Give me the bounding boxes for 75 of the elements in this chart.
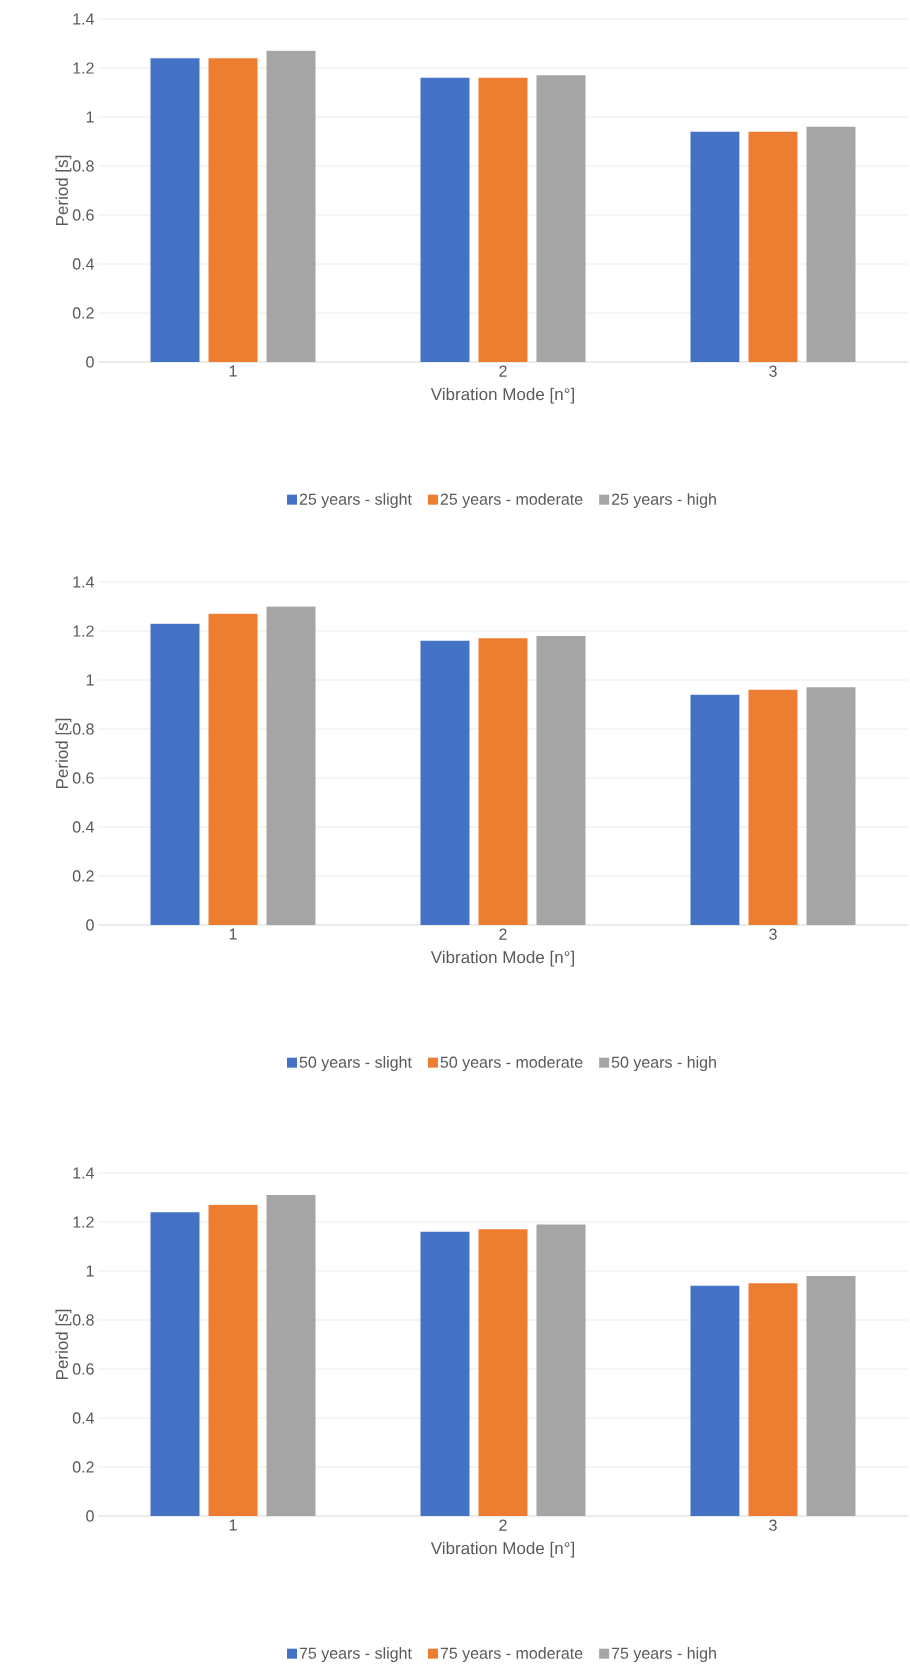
bar <box>208 613 258 926</box>
bar <box>536 1224 586 1517</box>
y-tick-label: 0 <box>86 356 94 368</box>
bar <box>266 606 316 926</box>
y-tick-label: 0.8 <box>72 723 94 735</box>
x-tick-label: 2 <box>499 1519 507 1531</box>
y-axis-title: Period [s] <box>55 1309 72 1380</box>
bar <box>420 640 470 926</box>
y-axis-title: Period [s] <box>55 155 72 226</box>
legend-label: 50 years - slight <box>299 1056 412 1072</box>
x-axis-title: Vibration Mode [n°] <box>430 1541 574 1558</box>
legend-label: 25 years - high <box>611 493 716 509</box>
legend-label: 50 years - moderate <box>440 1056 583 1072</box>
y-tick-label: 1.4 <box>73 13 94 25</box>
bar <box>420 1231 470 1517</box>
x-tick-label: 1 <box>229 1519 237 1531</box>
y-tick-label: 1.2 <box>73 1216 94 1228</box>
bar <box>150 623 200 926</box>
y-tick-label: 0 <box>86 919 94 931</box>
x-tick-label: 3 <box>769 928 777 940</box>
legend-label: 25 years - moderate <box>440 493 583 509</box>
bar <box>150 1212 200 1517</box>
y-tick-label: 0.6 <box>72 1363 94 1375</box>
bar <box>748 689 798 926</box>
x-tick-label: 3 <box>769 1519 777 1531</box>
y-tick-label: 0.8 <box>72 160 94 172</box>
x-tick-label: 1 <box>229 365 237 377</box>
y-tick-label: 1 <box>86 1265 94 1277</box>
bar <box>208 1204 258 1517</box>
y-tick-label: 1.2 <box>73 625 94 637</box>
bar <box>806 126 856 363</box>
y-tick-label: 0.4 <box>72 258 94 270</box>
bar <box>536 635 586 926</box>
bar <box>806 687 856 926</box>
y-tick-label: 1.4 <box>73 576 94 588</box>
bar <box>266 50 316 363</box>
x-tick-label: 1 <box>229 928 237 940</box>
bar <box>150 58 200 363</box>
bar <box>478 1229 528 1517</box>
y-tick-label: 0.8 <box>72 1314 94 1326</box>
y-tick-label: 0 <box>86 1510 94 1522</box>
bar <box>420 77 470 363</box>
legend-label: 75 years - high <box>611 1647 716 1663</box>
bar <box>748 131 798 363</box>
bar <box>690 694 740 926</box>
x-axis-title: Vibration Mode [n°] <box>430 387 574 404</box>
bar <box>478 77 528 363</box>
x-tick-label: 2 <box>499 928 507 940</box>
y-axis-title: Period [s] <box>55 718 72 789</box>
legend-label: 25 years - slight <box>299 493 412 509</box>
y-tick-label: 1.4 <box>73 1167 94 1179</box>
x-tick-label: 2 <box>499 365 507 377</box>
y-tick-label: 0.4 <box>72 1412 94 1424</box>
y-tick-label: 0.2 <box>72 870 94 882</box>
bar <box>806 1275 856 1517</box>
bar <box>478 638 528 926</box>
y-tick-label: 1 <box>86 674 94 686</box>
y-tick-label: 0.6 <box>72 772 94 784</box>
bar <box>536 75 586 363</box>
y-tick-label: 1 <box>86 111 94 123</box>
y-tick-label: 0.4 <box>72 821 94 833</box>
bar <box>748 1283 798 1517</box>
bar <box>208 58 258 363</box>
y-tick-label: 0.2 <box>72 1461 94 1473</box>
y-tick-label: 0.2 <box>72 307 94 319</box>
bar <box>690 1285 740 1517</box>
bar <box>690 131 740 363</box>
y-tick-label: 0.6 <box>72 209 94 221</box>
legend-label: 75 years - slight <box>299 1647 412 1663</box>
legend-label: 75 years - moderate <box>440 1647 583 1663</box>
x-axis-title: Vibration Mode [n°] <box>430 950 574 967</box>
legend-label: 50 years - high <box>611 1056 716 1072</box>
x-tick-label: 3 <box>769 365 777 377</box>
y-tick-label: 1.2 <box>73 62 94 74</box>
bar <box>266 1195 316 1517</box>
